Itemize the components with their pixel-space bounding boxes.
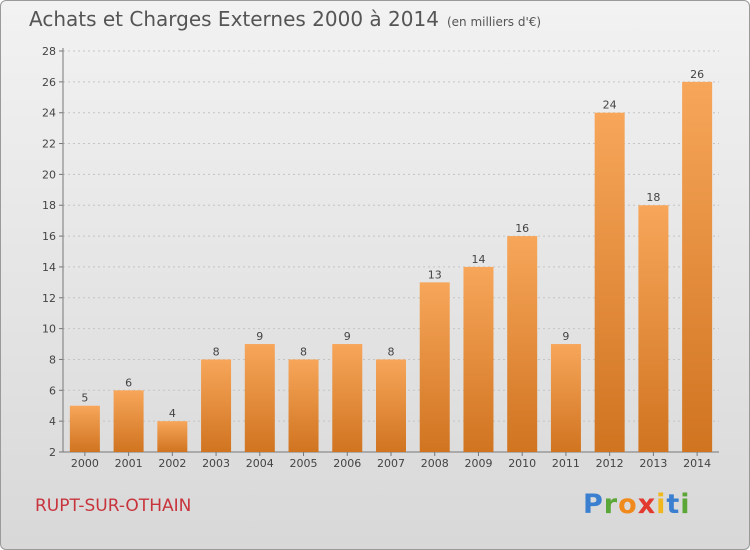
x-tick-label: 2007 <box>377 457 405 470</box>
y-tick-label: 8 <box>49 353 56 366</box>
x-tick-label: 2010 <box>508 457 536 470</box>
x-tick-label: 2005 <box>290 457 318 470</box>
bar-2004[interactable] <box>244 344 275 452</box>
x-tick-label: 2008 <box>421 457 449 470</box>
y-tick-label: 24 <box>42 107 56 120</box>
data-label: 14 <box>471 253 485 266</box>
bar-2003[interactable] <box>201 359 232 452</box>
logo-letter: i <box>656 489 667 520</box>
bar-2002[interactable] <box>157 421 188 452</box>
data-label: 9 <box>256 330 263 343</box>
x-tick-label: 2004 <box>246 457 274 470</box>
bar-2006[interactable] <box>332 344 363 452</box>
proxiti-logo[interactable]: Proxiti <box>583 489 691 520</box>
data-label: 5 <box>81 392 88 405</box>
x-tick-label: 2012 <box>596 457 624 470</box>
bar-2000[interactable] <box>69 405 100 452</box>
data-label: 8 <box>300 345 307 358</box>
data-label: 16 <box>515 222 529 235</box>
bars <box>69 81 713 452</box>
chart-unit: (en milliers d'€) <box>446 15 542 29</box>
data-label: 18 <box>646 191 660 204</box>
bar-2012[interactable] <box>594 112 625 452</box>
x-tick-label: 2014 <box>683 457 711 470</box>
x-tick-label: 2013 <box>639 457 667 470</box>
bar-2011[interactable] <box>550 344 581 452</box>
y-tick-label: 12 <box>42 292 56 305</box>
x-tick-label: 2001 <box>115 457 143 470</box>
data-labels: 5 6 4 8 9 8 9 8 13 14 16 9 24 18 26 <box>81 68 704 420</box>
data-label: 26 <box>690 68 704 81</box>
logo-letter: t <box>666 489 681 520</box>
data-label: 9 <box>344 330 351 343</box>
data-label: 9 <box>562 330 569 343</box>
x-tick-label: 2011 <box>552 457 580 470</box>
x-tick-label: 2006 <box>333 457 361 470</box>
y-tick-label: 22 <box>42 138 56 151</box>
logo-letter: i <box>680 489 691 520</box>
y-tick-label: 18 <box>42 199 56 212</box>
data-label: 8 <box>213 345 220 358</box>
bar-2013[interactable] <box>638 205 669 452</box>
y-tick-label: 10 <box>42 323 56 336</box>
bar-2009[interactable] <box>463 266 494 452</box>
y-tick-label: 16 <box>42 230 56 243</box>
y-tick-label: 4 <box>49 415 56 428</box>
logo-letter: x <box>637 489 657 520</box>
x-tick-label: 2002 <box>158 457 186 470</box>
y-tick-label: 20 <box>42 168 56 181</box>
x-tick-label: 2003 <box>202 457 230 470</box>
bar-2007[interactable] <box>376 359 406 452</box>
bar-2001[interactable] <box>113 390 144 452</box>
data-label: 8 <box>388 345 395 358</box>
y-tick-label: 14 <box>42 261 56 274</box>
bar-2010[interactable] <box>507 236 538 452</box>
y-tick-label: 2 <box>49 446 56 459</box>
y-tick-label: 26 <box>42 76 56 89</box>
x-tick-label: 2000 <box>71 457 99 470</box>
y-tick-label: 28 <box>42 45 56 58</box>
x-tick-label: 2009 <box>464 457 492 470</box>
data-label: 24 <box>603 99 617 112</box>
data-label: 6 <box>125 376 132 389</box>
bar-2008[interactable] <box>419 282 450 452</box>
chart-title-text: Achats et Charges Externes 2000 à 2014 <box>29 7 439 31</box>
data-label: 4 <box>169 407 176 420</box>
logo-letter: r <box>603 489 619 520</box>
logo-letter: o <box>618 489 638 520</box>
bar-2014[interactable] <box>682 81 713 452</box>
bar-2005[interactable] <box>288 359 319 452</box>
chart-title: Achats et Charges Externes 2000 à 2014 (e… <box>29 7 541 31</box>
y-tick-label: 6 <box>49 384 56 397</box>
logo-letter: P <box>583 489 604 520</box>
commune-name: RUPT-SUR-OTHAIN <box>35 496 192 516</box>
data-label: 13 <box>428 268 442 281</box>
